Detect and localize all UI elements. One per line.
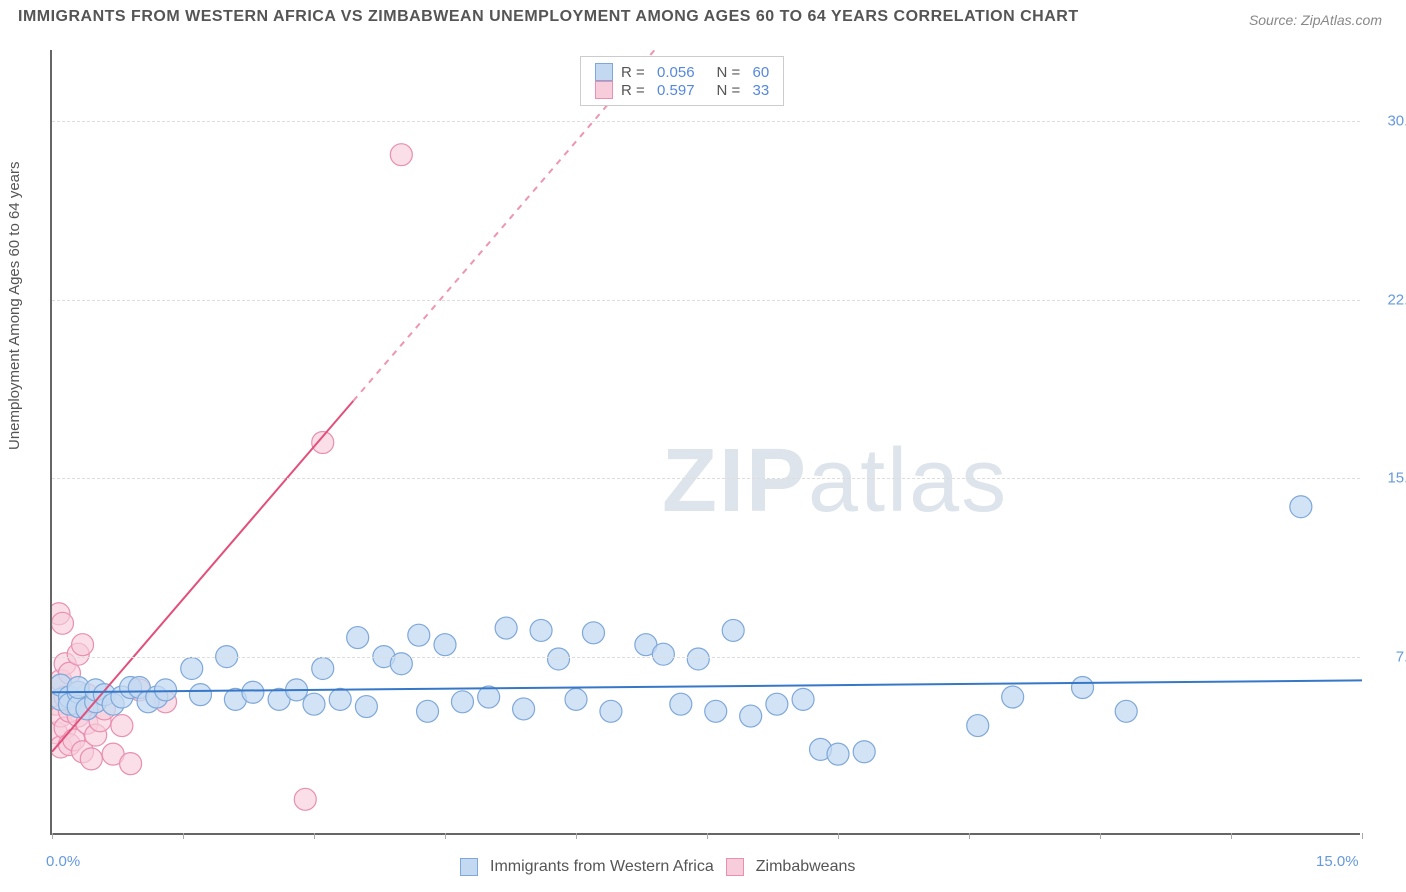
- legend-series-label: Immigrants from Western Africa: [490, 858, 714, 876]
- western-africa-point: [329, 688, 351, 710]
- western-africa-point: [347, 627, 369, 649]
- legend-r-value: 0.056: [657, 64, 695, 81]
- scatter-svg: [52, 50, 1362, 835]
- western-africa-point: [565, 688, 587, 710]
- western-africa-point: [827, 743, 849, 765]
- x-tick-mark: [969, 833, 970, 839]
- legend-n-label: N =: [717, 82, 745, 99]
- western-africa-point: [495, 617, 517, 639]
- legend-top-row: R = 0.597 N = 33: [595, 81, 769, 99]
- zimbabweans-point: [294, 788, 316, 810]
- legend-swatch: [595, 81, 613, 99]
- y-axis-label: Unemployment Among Ages 60 to 64 years: [6, 161, 23, 450]
- gridline: [52, 300, 1360, 301]
- western-africa-point: [451, 691, 473, 713]
- gridline: [52, 121, 1360, 122]
- western-africa-point: [434, 634, 456, 656]
- western-africa-point: [722, 619, 744, 641]
- western-africa-point: [670, 693, 692, 715]
- y-tick-label: 30.0%: [1370, 113, 1406, 130]
- x-tick-mark: [576, 833, 577, 839]
- western-africa-point: [582, 622, 604, 644]
- x-tick-mark: [314, 833, 315, 839]
- western-africa-point: [513, 698, 535, 720]
- western-africa-point: [967, 715, 989, 737]
- y-tick-label: 22.5%: [1370, 291, 1406, 308]
- zimbabweans-point: [72, 634, 94, 656]
- zimbabweans-point: [390, 144, 412, 166]
- western-africa-point: [600, 700, 622, 722]
- gridline: [52, 478, 1360, 479]
- western-africa-point: [792, 688, 814, 710]
- x-tick-mark: [838, 833, 839, 839]
- legend-r-label: R =: [621, 82, 649, 99]
- western-africa-point: [417, 700, 439, 722]
- legend-top: R = 0.056 N = 60 R = 0.597 N = 33: [580, 56, 784, 106]
- chart-title: IMMIGRANTS FROM WESTERN AFRICA VS ZIMBAB…: [18, 8, 1079, 26]
- legend-bottom: Immigrants from Western Africa Zimbabwean…: [460, 858, 855, 876]
- western-africa-point: [548, 648, 570, 670]
- western-africa-point: [687, 648, 709, 670]
- source-label: Source: ZipAtlas.com: [1249, 12, 1382, 28]
- y-tick-label: 15.0%: [1370, 470, 1406, 487]
- western-africa-point: [303, 693, 325, 715]
- legend-top-row: R = 0.056 N = 60: [595, 63, 769, 81]
- zimbabweans-point: [312, 432, 334, 454]
- western-africa-point: [740, 705, 762, 727]
- legend-r-value: 0.597: [657, 82, 695, 99]
- western-africa-point: [242, 681, 264, 703]
- x-tick-mark: [707, 833, 708, 839]
- x-tick-mark: [183, 833, 184, 839]
- zimbabweans-point: [111, 715, 133, 737]
- zimbabweans-point: [80, 748, 102, 770]
- x-tick-mark: [52, 833, 53, 839]
- x-tick-mark: [1100, 833, 1101, 839]
- x-tick-mark: [1362, 833, 1363, 839]
- legend-swatch: [595, 63, 613, 81]
- legend-r-label: R =: [621, 64, 649, 81]
- western-africa-point: [181, 657, 203, 679]
- y-tick-label: 7.5%: [1370, 648, 1406, 665]
- western-africa-point: [530, 619, 552, 641]
- western-africa-point: [155, 679, 177, 701]
- legend-n-label: N =: [717, 64, 745, 81]
- x-tick-mark: [1231, 833, 1232, 839]
- x-tick-high: 15.0%: [1316, 853, 1359, 870]
- western-africa-point: [408, 624, 430, 646]
- western-africa-point: [312, 657, 334, 679]
- legend-series-label: Zimbabweans: [756, 858, 856, 876]
- x-tick-mark: [445, 833, 446, 839]
- legend-swatch: [460, 858, 478, 876]
- legend-n-value: 60: [753, 64, 770, 81]
- western-africa-point: [189, 684, 211, 706]
- x-tick-low: 0.0%: [46, 853, 80, 870]
- gridline: [52, 657, 1360, 658]
- western-africa-point: [853, 741, 875, 763]
- western-africa-point: [1002, 686, 1024, 708]
- zimbabweans-point: [120, 753, 142, 775]
- western-africa-point: [652, 643, 674, 665]
- western-africa-point: [1290, 496, 1312, 518]
- plot-area: ZIPatlas 7.5%15.0%22.5%30.0%: [50, 50, 1360, 835]
- legend-swatch: [726, 858, 744, 876]
- western-africa-point: [705, 700, 727, 722]
- western-africa-point: [1072, 677, 1094, 699]
- western-africa-point: [355, 696, 377, 718]
- western-africa-point: [1115, 700, 1137, 722]
- legend-n-value: 33: [753, 82, 770, 99]
- western-africa-point: [766, 693, 788, 715]
- zimbabweans-point: [52, 612, 73, 634]
